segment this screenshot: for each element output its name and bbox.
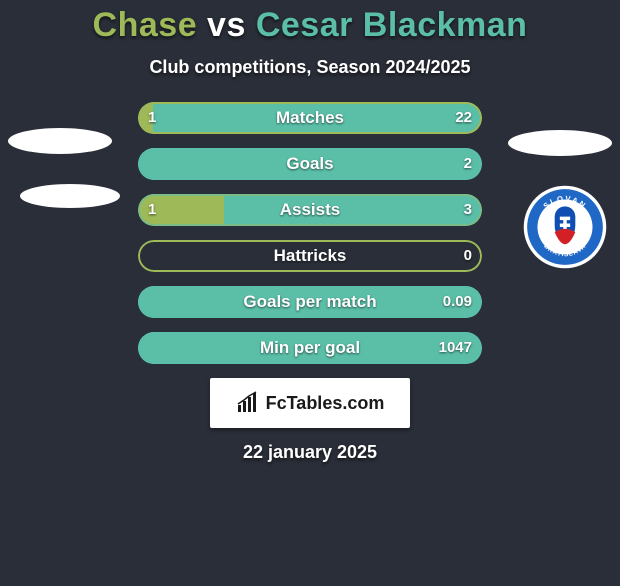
stat-label: Hattricks <box>138 240 482 272</box>
title-vs: vs <box>197 6 256 44</box>
stat-value-right: 0 <box>464 240 472 272</box>
stat-bar: Hattricks0 <box>138 240 482 272</box>
stat-value-right: 1047 <box>439 332 472 364</box>
stat-label: Assists <box>138 194 482 226</box>
stat-label: Matches <box>138 102 482 134</box>
club-badge-icon: SLOVAN BRATISLAVA <box>522 184 608 270</box>
title-player-left: Chase <box>93 6 198 44</box>
subtitle: Club competitions, Season 2024/2025 <box>0 57 620 78</box>
chart-bars-icon <box>236 391 260 415</box>
stat-bar: Min per goal1047 <box>138 332 482 364</box>
decor-ellipse-right-1 <box>508 130 612 156</box>
stat-bar: 1Assists3 <box>138 194 482 226</box>
stat-value-right: 2 <box>464 148 472 180</box>
title-player-right: Cesar Blackman <box>256 6 528 44</box>
page-title: Chase vs Cesar Blackman <box>0 6 620 45</box>
stat-label: Min per goal <box>138 332 482 364</box>
fctables-logo-text: FcTables.com <box>266 393 385 414</box>
stat-label: Goals per match <box>138 286 482 318</box>
report-date: 22 january 2025 <box>0 442 620 463</box>
stat-value-right: 0.09 <box>443 286 472 318</box>
club-badge-slovan: SLOVAN BRATISLAVA <box>522 184 608 270</box>
stat-bar: Goals per match0.09 <box>138 286 482 318</box>
decor-ellipse-left-2 <box>20 184 120 208</box>
stat-label: Goals <box>138 148 482 180</box>
stat-bar: Goals2 <box>138 148 482 180</box>
comparison-bars: 1Matches22 Goals2 1Assists3 Hattricks0 Goals… <box>138 102 482 364</box>
stat-value-right: 3 <box>464 194 472 226</box>
decor-ellipse-left-1 <box>8 128 112 154</box>
stat-bar: 1Matches22 <box>138 102 482 134</box>
fctables-logo: FcTables.com <box>210 378 410 428</box>
stat-value-right: 22 <box>455 102 472 134</box>
